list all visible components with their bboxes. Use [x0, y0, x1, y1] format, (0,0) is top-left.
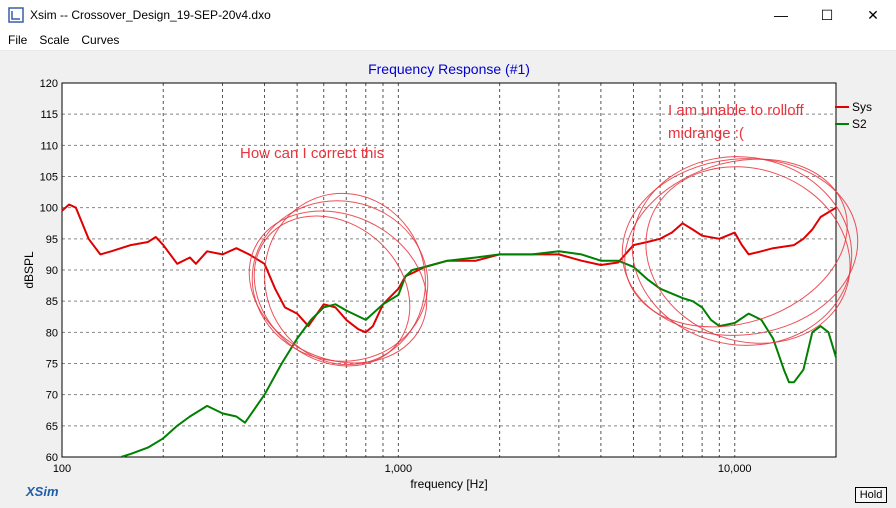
x-tick-label: 100: [53, 463, 71, 475]
scribble-loop: [253, 215, 411, 367]
window-titlebar: Xsim -- Crossover_Design_19-SEP-20v4.dxo…: [0, 0, 896, 30]
x-axis-label: frequency [Hz]: [410, 477, 487, 491]
legend-label: Sys: [852, 100, 872, 114]
maximize-button[interactable]: ☐: [820, 6, 834, 23]
menu-bar: File Scale Curves: [0, 30, 896, 51]
annotation-left-note: How can I correct this: [240, 145, 384, 162]
legend-label: S2: [852, 117, 867, 131]
menu-scale[interactable]: Scale: [39, 33, 70, 47]
annotation-right-note-line1: I am unable to rolloff: [668, 102, 804, 119]
y-tick-label: 75: [46, 359, 58, 371]
frequency-response-chart: 60 65 70 75 80 85 90 95 100 105 110 115 120 100 1,000 1…: [22, 61, 872, 499]
scribble-loop: [624, 158, 848, 328]
y-tick-label: 90: [46, 265, 58, 277]
y-tick-label: 100: [40, 203, 58, 215]
app-icon: [8, 7, 24, 23]
x-tick-label: 1,000: [385, 463, 413, 475]
window-controls: — ☐ ✕: [758, 0, 896, 30]
minimize-button[interactable]: —: [774, 7, 788, 23]
menu-curves[interactable]: Curves: [81, 33, 120, 47]
y-axis-label: dBSPL: [22, 251, 36, 289]
y-tick-label: 110: [40, 140, 58, 152]
scribble-loop: [248, 210, 428, 364]
chart-window: 60 65 70 75 80 85 90 95 100 105 110 115 120 100 1,000 1…: [0, 51, 896, 508]
legend: Sys S2: [835, 100, 872, 131]
y-tick-label: 105: [40, 172, 58, 184]
x-tick-label: 10,000: [718, 463, 752, 475]
scribble-loop: [631, 156, 853, 346]
plot-frame: [61, 82, 837, 458]
xsim-brand: XSim: [25, 484, 59, 499]
handwritten-annotations: How can I correct this I am unable to ro…: [240, 102, 859, 367]
y-tick-label: 115: [40, 109, 58, 121]
menu-file[interactable]: File: [8, 33, 28, 47]
scribble-loop: [645, 166, 851, 344]
window-title: Xsim -- Crossover_Design_19-SEP-20v4.dxo: [30, 8, 271, 22]
annotation-right-note-line2: midrange :(: [668, 125, 744, 142]
y-tick-label: 60: [46, 452, 58, 464]
y-tick-label: 85: [46, 296, 58, 308]
series-line-s2: [120, 250, 837, 458]
scribble-loop: [621, 158, 859, 336]
series-line-sys: [61, 203, 837, 334]
chart-title: Frequency Response (#1): [368, 61, 530, 77]
hold-button[interactable]: Hold: [855, 487, 887, 503]
y-tick-label: 70: [46, 390, 58, 402]
y-tick-label: 120: [40, 78, 58, 90]
y-tick-label: 65: [46, 421, 58, 433]
y-tick-label: 80: [46, 327, 58, 339]
close-button[interactable]: ✕: [867, 6, 879, 23]
scribble-loop: [264, 192, 426, 366]
y-tick-label: 95: [46, 234, 58, 246]
